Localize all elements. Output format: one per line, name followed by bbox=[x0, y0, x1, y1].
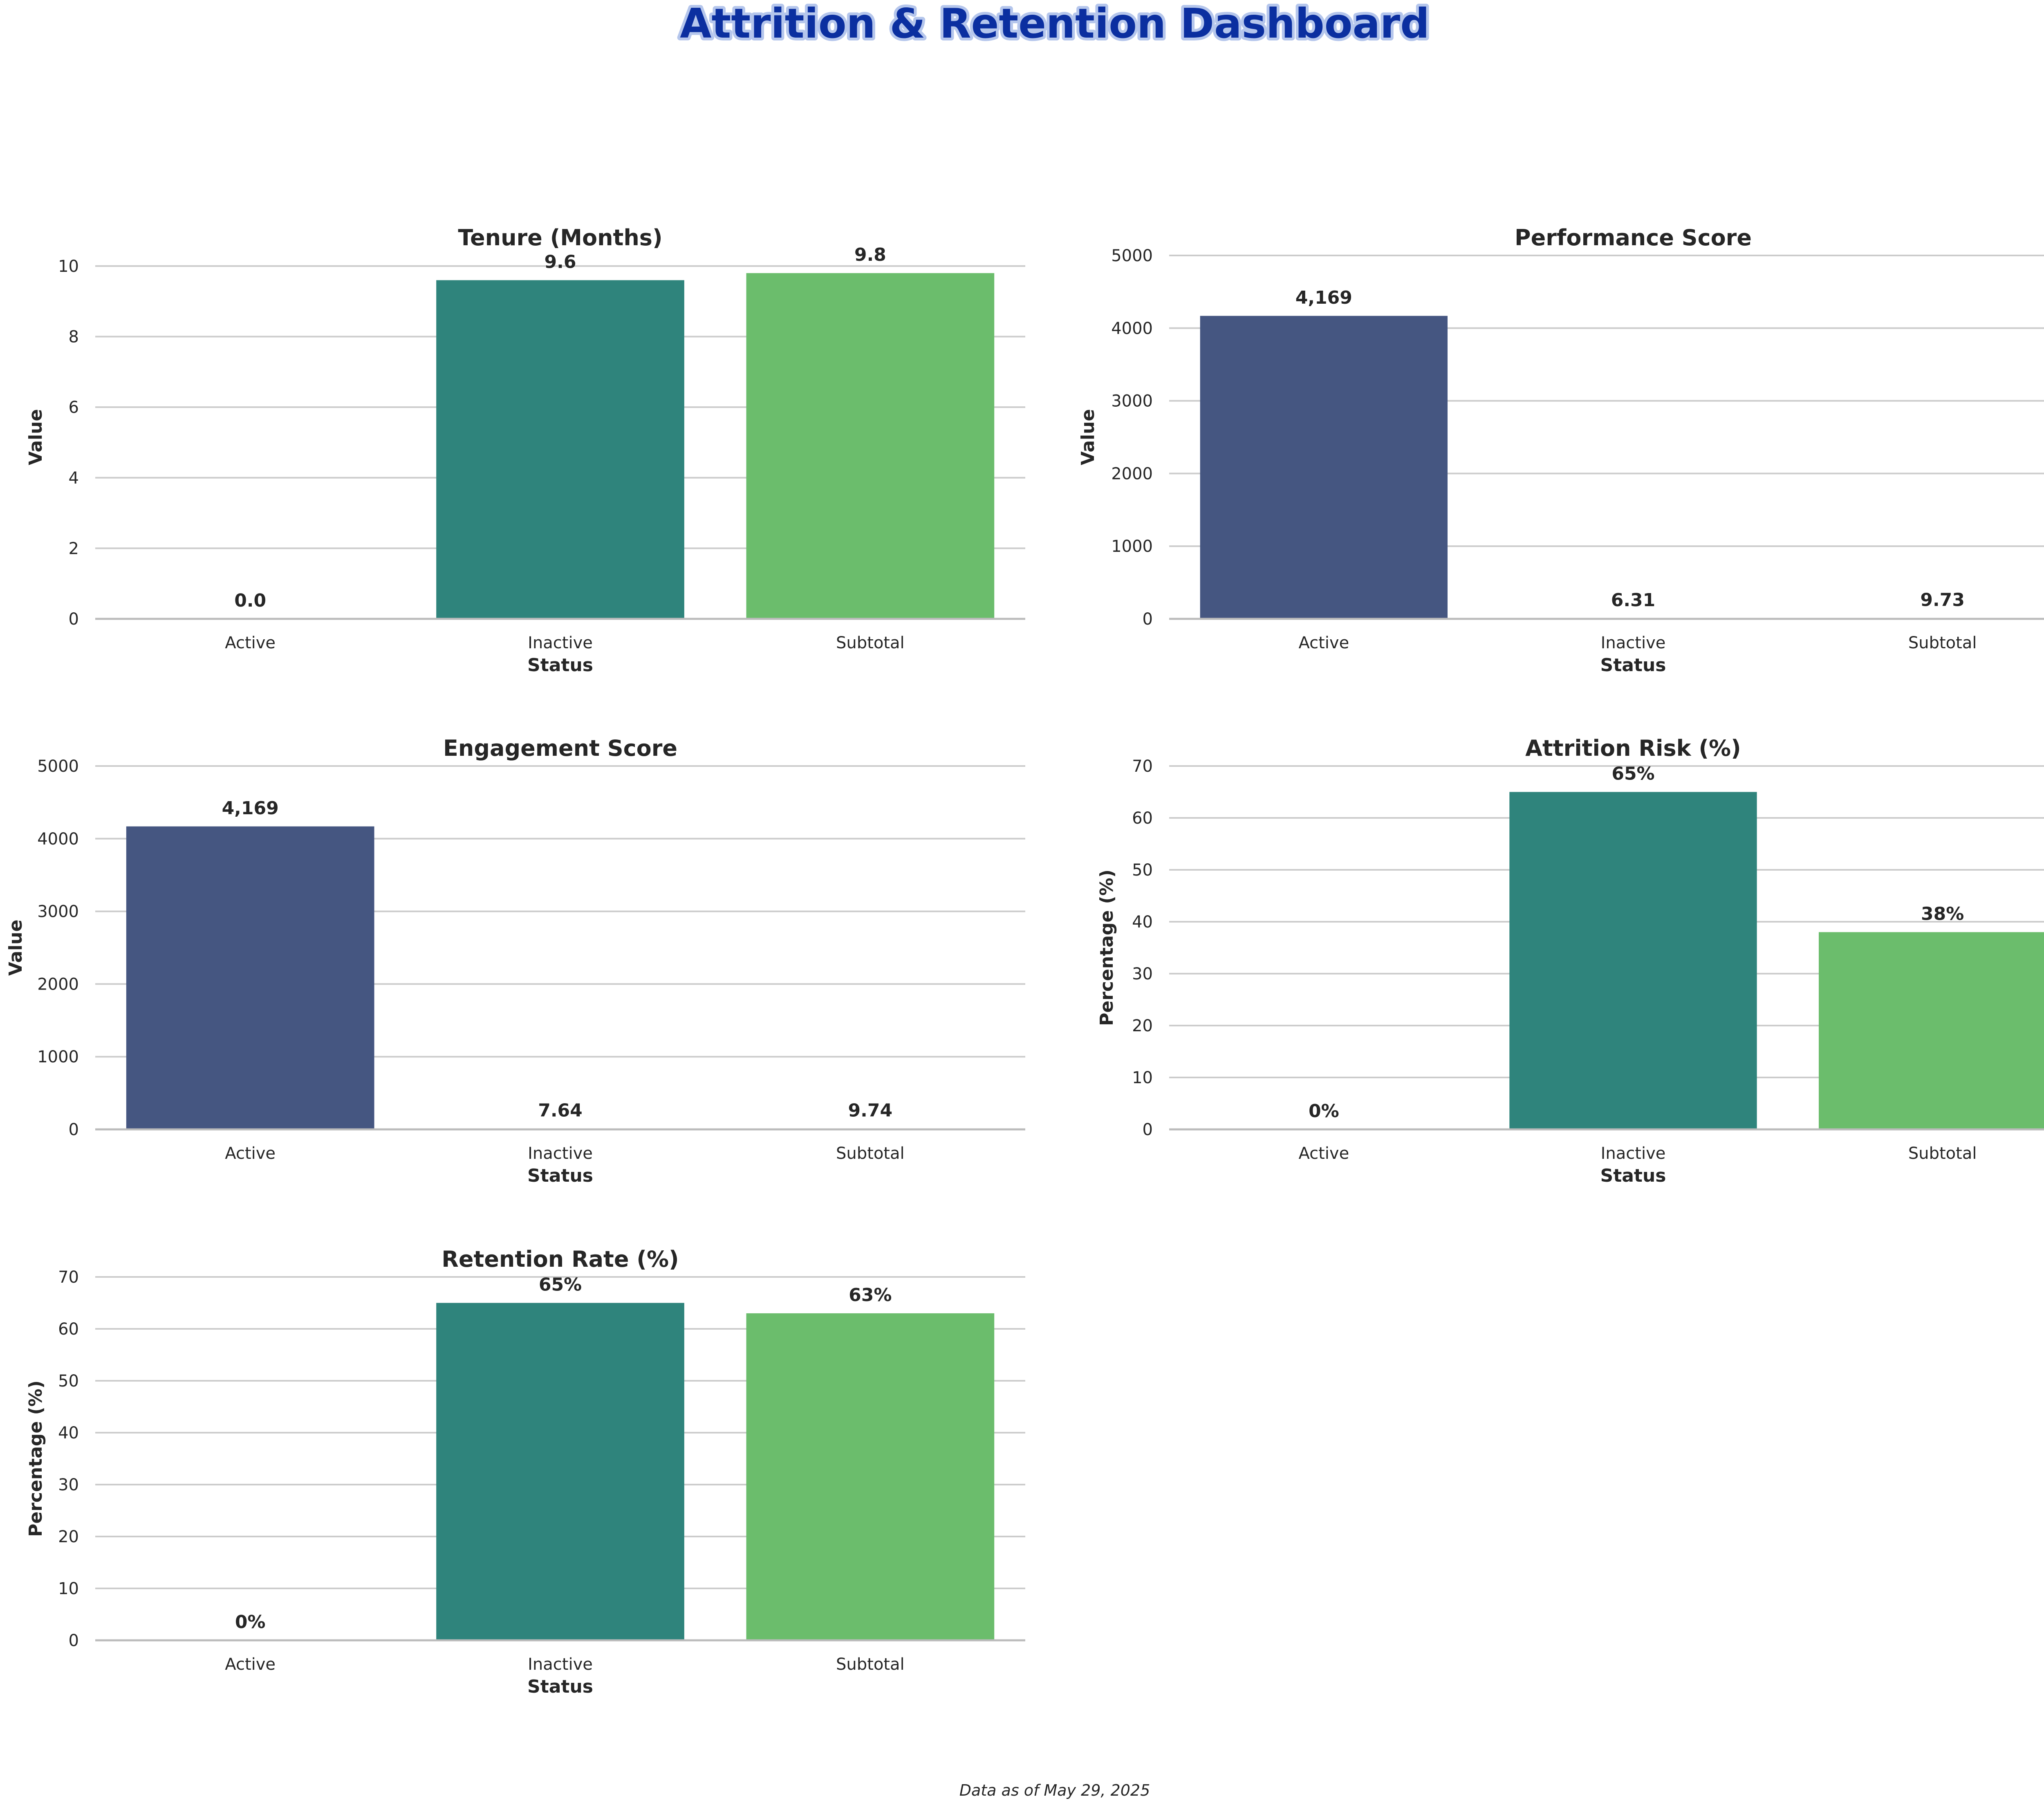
footnote: Data as of May 29, 2025 bbox=[959, 1781, 1150, 1799]
bar-active bbox=[1200, 316, 1448, 619]
x-tick-label: Active bbox=[1298, 1144, 1349, 1163]
y-tick-label: 4 bbox=[69, 469, 79, 488]
x-tick-label: Inactive bbox=[1601, 634, 1666, 652]
x-tick-label: Active bbox=[225, 634, 276, 652]
y-tick-label: 70 bbox=[1132, 757, 1153, 776]
y-tick-label: 30 bbox=[58, 1476, 79, 1494]
chart-title: Tenure (Months) bbox=[458, 225, 662, 251]
value-label-inactive: 6.31 bbox=[1611, 590, 1656, 611]
chart-engagement-score: 0 1000 2000 3000 4000 5000 4,169 Active 7.64 Inac… bbox=[5, 735, 1025, 1186]
bar-active bbox=[126, 826, 374, 1129]
y-tick-label: 8 bbox=[69, 328, 79, 347]
chart-title: Attrition Risk (%) bbox=[1525, 735, 1741, 761]
y-tick-label: 0 bbox=[69, 610, 79, 629]
value-label-subtotal: 38% bbox=[1921, 903, 1964, 924]
x-tick-label: Subtotal bbox=[1908, 634, 1977, 652]
dashboard-title: Attrition & Retention Dashboard bbox=[680, 0, 1430, 47]
y-tick-label: 0 bbox=[69, 1120, 79, 1139]
x-axis-label: Status bbox=[527, 1165, 593, 1186]
bar-subtotal bbox=[1819, 932, 2044, 1129]
y-tick-label: 50 bbox=[58, 1372, 79, 1391]
y-tick-label: 0 bbox=[1143, 1120, 1153, 1139]
value-label-inactive: 9.6 bbox=[545, 251, 576, 272]
value-label-inactive: 7.64 bbox=[538, 1100, 583, 1121]
chart-attrition-risk: 0 10 20 30 40 50 60 70 0% Active 65% Inactive 38% Sub… bbox=[1096, 735, 2044, 1186]
value-label-subtotal: 63% bbox=[849, 1285, 892, 1306]
y-tick-label: 1000 bbox=[1111, 537, 1153, 556]
value-label-inactive: 65% bbox=[1611, 764, 1654, 784]
x-tick-label: Subtotal bbox=[836, 634, 905, 652]
value-label-inactive: 65% bbox=[539, 1274, 582, 1295]
y-tick-label: 0 bbox=[1143, 610, 1153, 629]
x-tick-label: Active bbox=[225, 1655, 276, 1674]
bar-inactive bbox=[1509, 792, 1757, 1129]
y-tick-label: 5000 bbox=[1111, 246, 1153, 265]
y-axis-label: Percentage (%) bbox=[1096, 869, 1117, 1026]
y-tick-label: 5000 bbox=[37, 757, 79, 776]
y-tick-label: 4000 bbox=[1111, 319, 1153, 338]
x-tick-label: Subtotal bbox=[836, 1655, 905, 1674]
y-tick-label: 20 bbox=[58, 1528, 79, 1546]
x-axis-label: Status bbox=[527, 1676, 593, 1697]
x-tick-label: Active bbox=[225, 1144, 276, 1163]
y-tick-label: 6 bbox=[69, 398, 79, 417]
x-tick-label: Inactive bbox=[528, 1144, 593, 1163]
y-tick-label: 2000 bbox=[1111, 464, 1153, 483]
bar-inactive bbox=[436, 280, 684, 619]
chart-title: Engagement Score bbox=[443, 735, 677, 761]
x-tick-label: Inactive bbox=[1601, 1144, 1666, 1163]
y-tick-label: 40 bbox=[58, 1424, 79, 1442]
bar-inactive bbox=[436, 1303, 684, 1640]
charts-grid: 0 2 4 6 8 10 0.0 Active 9.6 Inactive 9.8 Subtotal Te… bbox=[5, 225, 2044, 1697]
x-tick-label: Inactive bbox=[528, 1655, 593, 1674]
y-axis-label: Value bbox=[1078, 409, 1098, 466]
chart-title: Performance Score bbox=[1515, 225, 1752, 251]
y-tick-label: 0 bbox=[69, 1631, 79, 1650]
y-axis-label: Value bbox=[5, 920, 26, 976]
bar-subtotal bbox=[746, 273, 995, 619]
chart-performance-score: 0 1000 2000 3000 4000 5000 4,169 Active 6.31 Inac… bbox=[1078, 225, 2044, 676]
y-tick-label: 3000 bbox=[37, 903, 79, 921]
value-label-subtotal: 9.73 bbox=[1920, 589, 1965, 610]
chart-retention-rate: 0 10 20 30 40 50 60 70 0% Active 65% Inactive 63% Sub… bbox=[25, 1246, 1025, 1697]
y-tick-label: 10 bbox=[58, 257, 79, 276]
y-tick-label: 10 bbox=[58, 1579, 79, 1598]
value-label-active: 4,169 bbox=[1295, 287, 1352, 308]
x-tick-label: Inactive bbox=[528, 634, 593, 652]
value-label-active: 0% bbox=[235, 1612, 266, 1633]
value-label-active: 0% bbox=[1309, 1101, 1339, 1122]
chart-title: Retention Rate (%) bbox=[442, 1246, 679, 1272]
x-tick-label: Subtotal bbox=[1908, 1144, 1977, 1163]
x-tick-label: Active bbox=[1298, 634, 1349, 652]
y-tick-label: 1000 bbox=[37, 1048, 79, 1066]
bar-subtotal bbox=[746, 1313, 995, 1640]
y-tick-label: 2 bbox=[69, 539, 79, 558]
y-tick-label: 50 bbox=[1132, 861, 1153, 880]
x-axis-label: Status bbox=[527, 655, 593, 676]
y-tick-label: 10 bbox=[1132, 1068, 1153, 1087]
y-axis-label: Value bbox=[25, 409, 46, 466]
y-tick-label: 4000 bbox=[37, 830, 79, 849]
x-axis-label: Status bbox=[1600, 655, 1666, 676]
y-tick-label: 40 bbox=[1132, 913, 1153, 932]
y-tick-label: 70 bbox=[58, 1268, 79, 1287]
value-label-active: 0.0 bbox=[234, 590, 266, 611]
y-tick-label: 3000 bbox=[1111, 392, 1153, 411]
y-axis-label: Percentage (%) bbox=[25, 1380, 46, 1537]
value-label-subtotal: 9.74 bbox=[848, 1100, 893, 1121]
y-tick-label: 2000 bbox=[37, 975, 79, 994]
y-tick-label: 60 bbox=[58, 1320, 79, 1339]
value-label-subtotal: 9.8 bbox=[854, 244, 886, 265]
y-tick-label: 20 bbox=[1132, 1017, 1153, 1035]
x-axis-label: Status bbox=[1600, 1165, 1666, 1186]
value-label-active: 4,169 bbox=[222, 798, 279, 819]
chart-tenure-months: 0 2 4 6 8 10 0.0 Active 9.6 Inactive 9.8 Subtotal Te… bbox=[25, 225, 1025, 676]
y-tick-label: 30 bbox=[1132, 965, 1153, 983]
x-tick-label: Subtotal bbox=[836, 1144, 905, 1163]
y-tick-label: 60 bbox=[1132, 809, 1153, 828]
